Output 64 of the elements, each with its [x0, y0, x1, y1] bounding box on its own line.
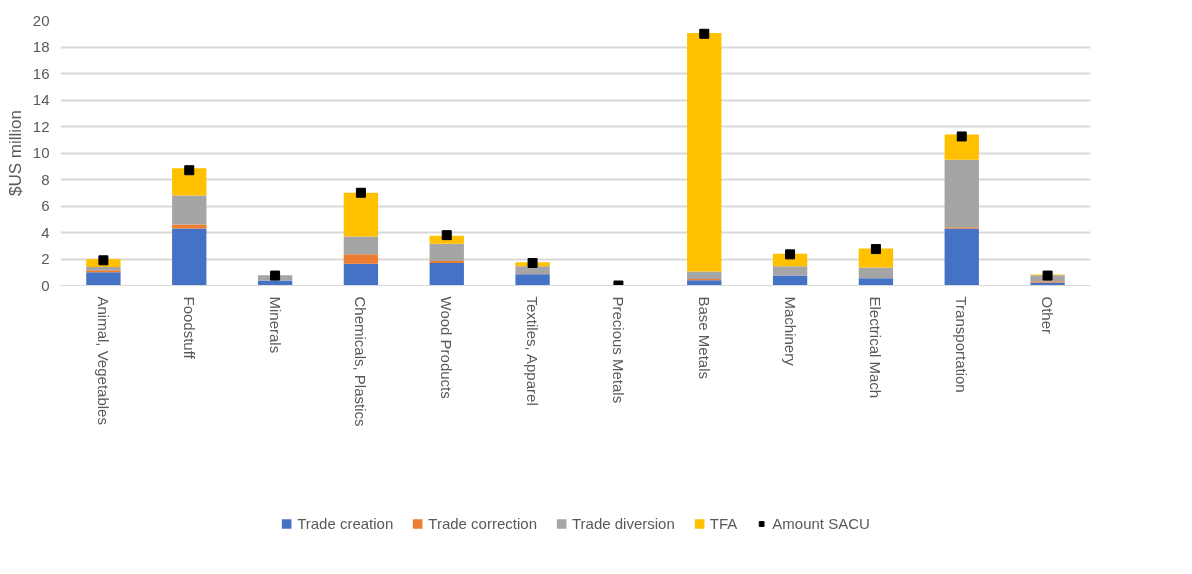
bar: [172, 195, 207, 225]
bar: [343, 254, 379, 264]
x-tick-label: Machinery: [781, 296, 799, 367]
bar: [687, 271, 722, 279]
bar: [944, 228, 979, 286]
y-tick-label: 6: [41, 197, 50, 214]
bar: [944, 159, 979, 228]
bar: [172, 224, 207, 229]
bar: [343, 263, 379, 286]
bar: [772, 275, 808, 286]
y-tick-label: 20: [32, 11, 50, 29]
legend-label: Trade creation: [297, 514, 394, 532]
point: [699, 28, 710, 39]
bar: [515, 266, 550, 275]
point: [441, 230, 452, 241]
bar: [343, 236, 379, 255]
bar: [343, 192, 379, 237]
x-tick-label: Base Metals: [695, 296, 713, 380]
legend-label: Amount SACU: [772, 514, 870, 532]
bar: [429, 262, 464, 286]
bar: [86, 266, 121, 271]
y-tick-label: 4: [41, 223, 50, 241]
point: [98, 255, 109, 266]
point: [1042, 270, 1053, 281]
bar: [687, 280, 722, 286]
x-tick-label: Wood Products: [438, 296, 456, 399]
x-tick-label: Textiles, Apparel: [524, 296, 542, 406]
x-tick-label: Precious Metals: [609, 296, 627, 404]
bar: [858, 248, 894, 268]
bar: [858, 278, 894, 286]
legend-label: Trade correction: [428, 514, 537, 532]
y-tick-label: 0: [41, 276, 50, 294]
point: [527, 257, 538, 268]
x-tick-label: Minerals: [266, 296, 284, 354]
bar: [515, 274, 550, 286]
y-tick-label: 10: [32, 144, 50, 161]
bar: [86, 272, 121, 286]
x-tick-label: Foodstuff: [180, 296, 198, 360]
y-tick-label: 8: [41, 170, 50, 188]
point: [956, 131, 967, 142]
bar: [944, 134, 979, 160]
bar: [772, 266, 808, 276]
x-tick-label: Chemicals, Plastics: [352, 296, 370, 427]
bar: [858, 267, 894, 279]
y-tick-label: 14: [32, 91, 50, 108]
x-tick-label: Transportation: [953, 296, 971, 393]
bar: [687, 33, 722, 272]
x-tick-label: Other: [1039, 296, 1057, 335]
bar: [172, 168, 207, 196]
bar: [172, 228, 207, 286]
legend-label: Trade diversion: [571, 514, 675, 532]
y-tick-label: 2: [41, 250, 50, 267]
x-tick-label: Animal, Vegetables: [94, 296, 112, 425]
point: [870, 244, 881, 255]
x-tick-label: Electrical Mach: [867, 296, 885, 399]
bar: [429, 243, 464, 261]
point: [355, 187, 366, 198]
legend-label: TFA: [709, 514, 738, 532]
point: [270, 270, 281, 281]
y-axis-title: $US million: [5, 110, 25, 196]
point: [184, 165, 195, 176]
y-tick-label: 12: [32, 117, 50, 135]
y-tick-label: 16: [32, 64, 50, 82]
y-tick-label: 18: [32, 38, 50, 55]
